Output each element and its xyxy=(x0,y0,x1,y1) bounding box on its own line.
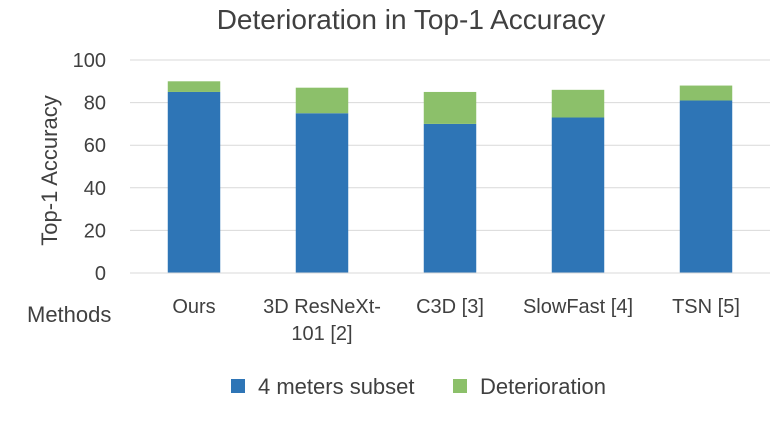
bar-segment-deterioration xyxy=(679,85,733,101)
legend-swatch xyxy=(453,379,467,393)
y-axis-label: Top-1 Accuracy xyxy=(37,95,62,245)
x-tick-labels: Ours 3D ResNeXt- 101 [2] C3D [3] SlowFast [4… xyxy=(172,296,740,345)
y-tick-label: 40 xyxy=(84,178,106,200)
y-tick-labels: 0 20 40 60 80 100 xyxy=(73,50,106,285)
bar-segment-deterioration xyxy=(551,89,605,118)
x-axis-label: Methods xyxy=(27,302,111,327)
legend: 4 meters subset Deterioration xyxy=(231,374,606,399)
x-tick-label: Ours xyxy=(172,296,215,318)
y-tick-label: 20 xyxy=(84,220,106,242)
bars xyxy=(167,81,733,274)
bar-segment-subset xyxy=(295,113,349,273)
bar-segment-subset xyxy=(167,91,221,273)
bar-segment-subset xyxy=(551,117,605,273)
x-tick-label: 101 [2] xyxy=(291,323,352,345)
bar-segment-subset xyxy=(679,100,733,273)
x-tick-label: SlowFast [4] xyxy=(523,296,633,318)
y-tick-label: 60 xyxy=(84,135,106,157)
x-tick-label: TSN [5] xyxy=(672,296,740,318)
legend-label: Deterioration xyxy=(480,374,606,399)
x-tick-label: 3D ResNeXt- xyxy=(263,296,381,318)
bar-segment-deterioration xyxy=(167,81,221,92)
bar-segment-deterioration xyxy=(295,87,349,114)
y-tick-label: 80 xyxy=(84,93,106,115)
chart-title: Deterioration in Top-1 Accuracy xyxy=(217,4,606,35)
legend-swatch xyxy=(231,379,245,393)
legend-label: 4 meters subset xyxy=(258,374,415,399)
bar-segment-subset xyxy=(423,123,477,274)
y-tick-label: 100 xyxy=(73,50,106,72)
bar-segment-deterioration xyxy=(423,91,477,124)
x-tick-label: C3D [3] xyxy=(416,296,484,318)
y-tick-label: 0 xyxy=(95,263,106,285)
